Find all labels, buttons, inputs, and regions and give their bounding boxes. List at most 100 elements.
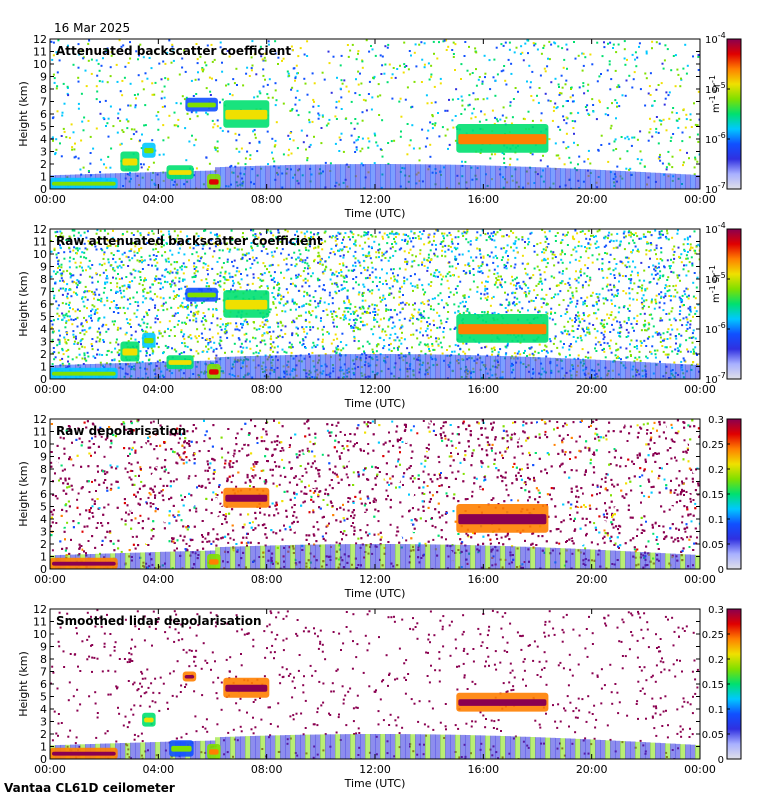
feature-layer — [50, 487, 549, 569]
xtick-label: 16:00 — [467, 383, 499, 396]
xtick-label: 00:00 — [684, 763, 716, 776]
ytick-label: 0 — [40, 563, 47, 576]
colorbar-unit: m-1sr-1 — [708, 75, 722, 113]
ytick-label: 9 — [40, 451, 47, 464]
ytick-label: 2 — [40, 728, 47, 741]
feature-core-3 — [225, 494, 268, 502]
colorbar-tick-label: 0.25 — [702, 630, 724, 641]
ytick-label: 10 — [33, 58, 47, 71]
xtick-label: 20:00 — [576, 383, 608, 396]
xtick-label: 20:00 — [576, 193, 608, 206]
ytick-label: 5 — [40, 311, 47, 324]
feature-core-4 — [209, 559, 219, 565]
colorbar-tick-label: 0.05 — [702, 730, 724, 741]
ytick-label: 1 — [40, 171, 47, 184]
ytick-label: 0 — [40, 183, 47, 196]
ytick-label: 4 — [40, 133, 47, 146]
feature-core-2 — [458, 514, 547, 525]
ytick-label: 12 — [33, 603, 47, 616]
ytick-label: 1 — [40, 361, 47, 374]
xtick-label: 12:00 — [359, 193, 391, 206]
feature-core-4 — [168, 170, 192, 175]
ytick-label: 6 — [40, 108, 47, 121]
feature-core-1 — [52, 371, 116, 376]
ytick-label: 7 — [40, 476, 47, 489]
xtick-label: 00:00 — [34, 573, 66, 586]
xtick-label: 20:00 — [576, 573, 608, 586]
ytick-label: 6 — [40, 298, 47, 311]
feature-core-7 — [209, 749, 219, 755]
ytick-label: 9 — [40, 71, 47, 84]
feature-core-2 — [458, 699, 547, 706]
feature-core-8 — [458, 324, 547, 335]
colorbar-tick-label: 0.3 — [708, 415, 724, 426]
ytick-label: 2 — [40, 348, 47, 361]
feature-layer — [50, 97, 549, 189]
colorbar-tick-label: 0 — [718, 755, 724, 766]
ytick-label: 9 — [40, 641, 47, 654]
ytick-label: 4 — [40, 703, 47, 716]
feature-core-1 — [52, 181, 116, 186]
colorbar-tick-label: 0.05 — [702, 540, 724, 551]
feature-core-5 — [144, 717, 154, 723]
xtick-label: 04:00 — [142, 573, 174, 586]
colorbar-tick-label: 0.2 — [708, 465, 724, 476]
panel-title: Attenuated backscatter coefficient — [56, 44, 291, 58]
ytick-label: 3 — [40, 526, 47, 539]
xtick-label: 08:00 — [251, 193, 283, 206]
colorbar-unit: m-1sr-1 — [708, 265, 722, 303]
colorbar-scale — [726, 228, 742, 380]
colorbar-tick-label: 0.2 — [708, 655, 724, 666]
feature-core-1 — [52, 751, 116, 756]
feature-core-7 — [225, 299, 268, 310]
colorbar-tick-label: 0 — [718, 565, 724, 576]
ytick-label: 8 — [40, 653, 47, 666]
feature-core-4 — [225, 684, 268, 692]
xtick-label: 04:00 — [142, 383, 174, 396]
ytick-label: 4 — [40, 323, 47, 336]
ytick-label: 4 — [40, 513, 47, 526]
plot-area — [50, 39, 700, 189]
feature-layer — [50, 287, 549, 379]
xtick-label: 20:00 — [576, 763, 608, 776]
instrument-label: Vantaa CL61D ceilometer — [4, 781, 175, 795]
ytick-label: 10 — [33, 628, 47, 641]
ytick-label: 1 — [40, 741, 47, 754]
colorbar-tick-label: 0.25 — [702, 440, 724, 451]
y-axis-label: Height (km) — [17, 81, 30, 147]
xtick-label: 16:00 — [467, 573, 499, 586]
ytick-label: 10 — [33, 438, 47, 451]
ytick-label: 12 — [33, 413, 47, 426]
colorbar-tick-label: 10-5 — [705, 81, 726, 96]
plot-area — [50, 419, 700, 569]
panel-title: Raw attenuated backscatter coefficient — [56, 234, 323, 248]
colorbar-tick-label: 0.1 — [708, 705, 724, 716]
colorbar-tick-label: 10-5 — [705, 271, 726, 286]
xtick-label: 00:00 — [34, 763, 66, 776]
panel-title: Smoothed lidar depolarisation — [56, 614, 262, 628]
colorbar-tick-label: 10-6 — [705, 131, 726, 146]
ytick-label: 12 — [33, 33, 47, 46]
feature-layer — [50, 671, 549, 759]
feature-core-6 — [171, 745, 192, 752]
feature-core-2 — [122, 348, 138, 356]
plot-area — [50, 229, 700, 379]
ytick-label: 7 — [40, 96, 47, 109]
ytick-label: 7 — [40, 666, 47, 679]
panel-title: Raw depolarisation — [56, 424, 186, 438]
ytick-label: 2 — [40, 158, 47, 171]
xtick-label: 12:00 — [359, 573, 391, 586]
xtick-label: 16:00 — [467, 193, 499, 206]
ytick-label: 0 — [40, 753, 47, 766]
xtick-label: 12:00 — [359, 763, 391, 776]
xtick-label: 00:00 — [684, 573, 716, 586]
feature-core-3 — [144, 338, 154, 344]
feature-core-6 — [187, 292, 216, 298]
xtick-label: 04:00 — [142, 193, 174, 206]
ytick-label: 11 — [33, 46, 47, 59]
xtick-label: 00:00 — [684, 383, 716, 396]
